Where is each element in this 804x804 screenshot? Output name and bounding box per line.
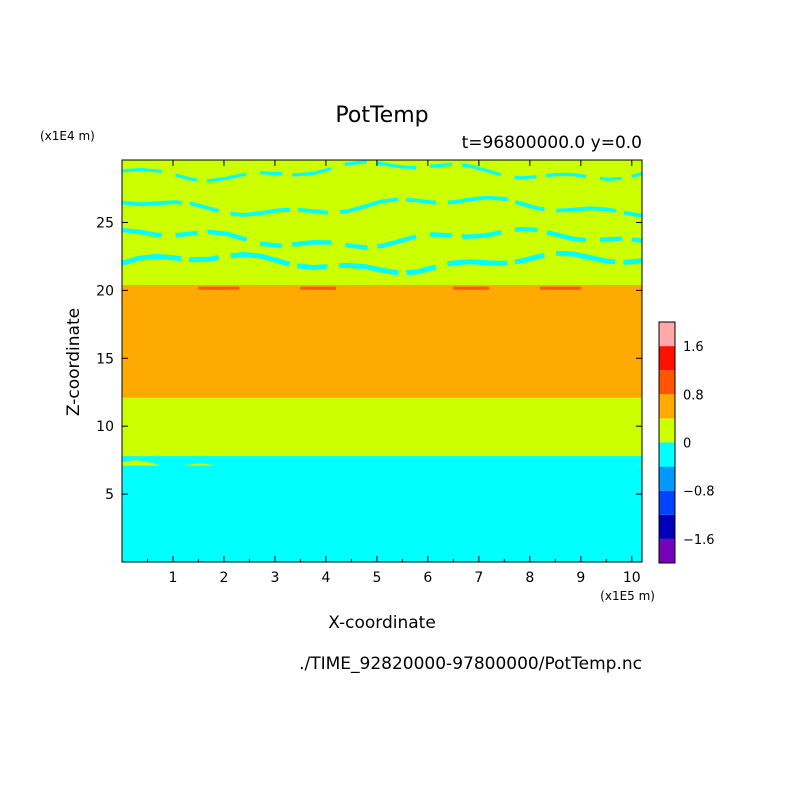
- cyan-streak-3: [121, 160, 643, 183]
- red-streak-2: [453, 286, 490, 290]
- colorbar-swatch: [659, 370, 675, 395]
- x-tick-label: 9: [576, 570, 585, 586]
- x-unit-label: (x1E5 m): [600, 589, 655, 603]
- band-3: [122, 160, 642, 285]
- plot-area: [121, 159, 643, 563]
- colorbar-swatch: [659, 418, 675, 443]
- x-tick-label: 3: [270, 570, 279, 586]
- band-1: [122, 397, 642, 466]
- orange-top-edge: [122, 286, 642, 290]
- y-tick-label: 10: [96, 419, 114, 435]
- colorbar-swatch: [659, 442, 675, 467]
- x-axis-label: X-coordinate: [328, 613, 436, 633]
- cyan-streak-2: [121, 195, 643, 218]
- x-tick-label: 2: [219, 570, 228, 586]
- colorbar-swatch: [659, 394, 675, 419]
- colorbar-tick-label: 0: [683, 437, 691, 452]
- x-tick-label: 6: [423, 570, 432, 586]
- y-axis-ticks: 5 10 15 20 25: [96, 215, 642, 503]
- red-streak-0: [198, 286, 240, 290]
- chart-subtitle: t=96800000.0 y=0.0: [462, 133, 642, 153]
- red-streak-1: [300, 286, 337, 290]
- x-tick-label: 8: [525, 570, 534, 586]
- y-tick-label: 25: [96, 215, 114, 231]
- colorbar-swatch: [659, 322, 675, 347]
- x-tick-label: 4: [321, 570, 330, 586]
- cyan-streak-1: [121, 226, 643, 250]
- band-2: [122, 284, 642, 398]
- x-tick-label: 1: [169, 570, 178, 586]
- band-0: [122, 465, 642, 562]
- colorbar-tick-label: −1.6: [683, 533, 715, 548]
- x-tick-label: 10: [623, 570, 641, 586]
- colorbar-frame: [658, 321, 676, 564]
- red-streak-3: [540, 286, 581, 290]
- x-tick-label: 5: [372, 570, 381, 586]
- y-tick-label: 5: [105, 487, 114, 503]
- y-unit-label: (x1E4 m): [40, 129, 95, 143]
- y-tick-label: 20: [96, 283, 114, 299]
- cyan-streak-0: [121, 250, 643, 276]
- colorbar-tick-label: 0.8: [683, 388, 704, 403]
- chart-title: PotTemp: [335, 103, 428, 128]
- plot-frame: [121, 159, 643, 563]
- colorbar-tick-label: −0.8: [683, 485, 715, 500]
- y-tick-label: 15: [96, 351, 114, 367]
- colorbar-swatch: [659, 346, 675, 371]
- colorbar-swatch: [659, 490, 675, 515]
- colorbar-swatch: [659, 538, 675, 563]
- footer-filename: ./TIME_92820000-97800000/PotTemp.nc: [299, 654, 642, 674]
- colorbar-tick-label: 1.6: [683, 340, 704, 355]
- x-axis-ticks: 1 2 3 4 5 6 7 8 9 10: [146, 160, 641, 586]
- colorbar: 1.6 0.8 0 −0.8 −1.6: [658, 321, 715, 564]
- y-axis-label: Z-coordinate: [64, 308, 84, 416]
- colorbar-swatch: [659, 466, 675, 491]
- colorbar-swatch: [659, 514, 675, 539]
- cyan-boundary: [122, 456, 642, 475]
- x-tick-label: 7: [474, 570, 483, 586]
